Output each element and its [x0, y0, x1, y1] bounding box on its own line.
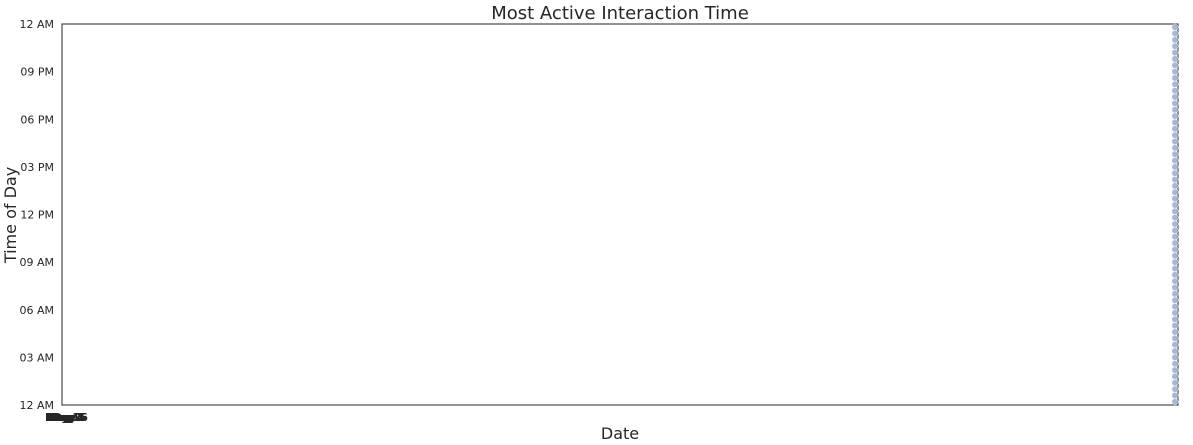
data-point	[1171, 138, 1179, 145]
data-point	[1171, 392, 1179, 399]
y-tick-label: 03 PM	[20, 161, 54, 174]
data-point	[1171, 195, 1179, 203]
y-tick-label: 06 PM	[20, 113, 54, 126]
data-point	[1171, 226, 1179, 234]
data-point	[1171, 49, 1179, 57]
data-point	[1171, 163, 1179, 171]
y-tick-label: 03 AM	[19, 351, 54, 364]
data-point	[1171, 366, 1179, 374]
data-point	[1171, 341, 1179, 349]
chart-title: Most Active Interaction Time	[491, 3, 749, 24]
data-point	[1171, 322, 1179, 330]
data-point	[1171, 68, 1179, 76]
data-point	[1171, 23, 1179, 31]
data-point	[1171, 258, 1179, 266]
data-point	[1171, 347, 1179, 355]
data-point	[1171, 385, 1179, 393]
data-point	[1171, 290, 1179, 298]
data-point	[1171, 188, 1179, 196]
data-point	[1171, 303, 1179, 311]
data-point	[1171, 118, 1179, 126]
x-tick-label: Day 1	[45, 411, 80, 424]
data-point	[1171, 150, 1179, 158]
x-tick-label: Day 6	[53, 411, 88, 424]
data-point	[1171, 80, 1179, 88]
y-axis-ticks: 12 AM 03 AM 06 AM 09 AM 12 PM 03 PM 06 PM 09 PM…	[19, 18, 54, 412]
data-point	[1171, 74, 1179, 82]
data-point	[1171, 93, 1179, 101]
data-point	[1171, 182, 1179, 190]
data-point	[1171, 271, 1179, 279]
data-point	[1171, 220, 1179, 228]
data-point	[1171, 265, 1179, 272]
data-point	[1171, 360, 1179, 368]
data-point	[1171, 233, 1179, 241]
data-point	[1171, 87, 1179, 95]
data-point	[1171, 328, 1179, 336]
data-point	[1171, 30, 1179, 37]
data-point	[1171, 112, 1179, 120]
data-point	[1171, 36, 1179, 44]
data-point	[1171, 176, 1179, 184]
y-tick-label: 09 AM	[19, 256, 54, 269]
data-point	[1171, 125, 1179, 133]
data-point	[1171, 207, 1179, 215]
data-point	[1171, 157, 1179, 164]
y-tick-label: 06 AM	[19, 304, 54, 317]
y-tick-label: 09 PM	[20, 66, 54, 79]
y-axis-label: Time of Day	[1, 167, 20, 264]
data-point	[1171, 144, 1179, 152]
data-point	[1171, 334, 1179, 342]
x-tick-label: Day 5	[51, 411, 86, 424]
data-point	[1171, 245, 1179, 253]
data-point	[1171, 353, 1179, 361]
x-tick-label: Day 3	[48, 411, 83, 424]
plot-area	[61, 23, 1179, 406]
y-tick-label: 12 AM	[19, 399, 54, 412]
data-points	[1171, 23, 1179, 406]
x-tick-label: Day 4	[50, 411, 85, 424]
y-tick-label: 12 AM	[19, 18, 54, 31]
x-tick-label: Day 2	[47, 411, 82, 424]
data-point	[1171, 296, 1179, 304]
data-point	[1171, 106, 1179, 114]
data-point	[1171, 61, 1179, 69]
data-point	[1171, 131, 1179, 139]
data-point	[1171, 277, 1179, 285]
data-point	[1171, 379, 1179, 387]
data-point	[1171, 252, 1179, 260]
y-tick-label: 12 PM	[20, 209, 54, 222]
data-point	[1171, 239, 1179, 247]
data-point	[1171, 214, 1179, 222]
data-point	[1171, 398, 1179, 406]
data-point	[1171, 372, 1179, 380]
data-point	[1171, 309, 1179, 317]
data-point	[1171, 99, 1179, 107]
x-axis-label: Date	[601, 424, 639, 443]
data-point	[1171, 169, 1179, 177]
data-point	[1171, 42, 1179, 50]
data-point	[1171, 284, 1179, 291]
data-point	[1171, 55, 1179, 63]
data-point	[1171, 201, 1179, 209]
data-point	[1171, 315, 1179, 323]
